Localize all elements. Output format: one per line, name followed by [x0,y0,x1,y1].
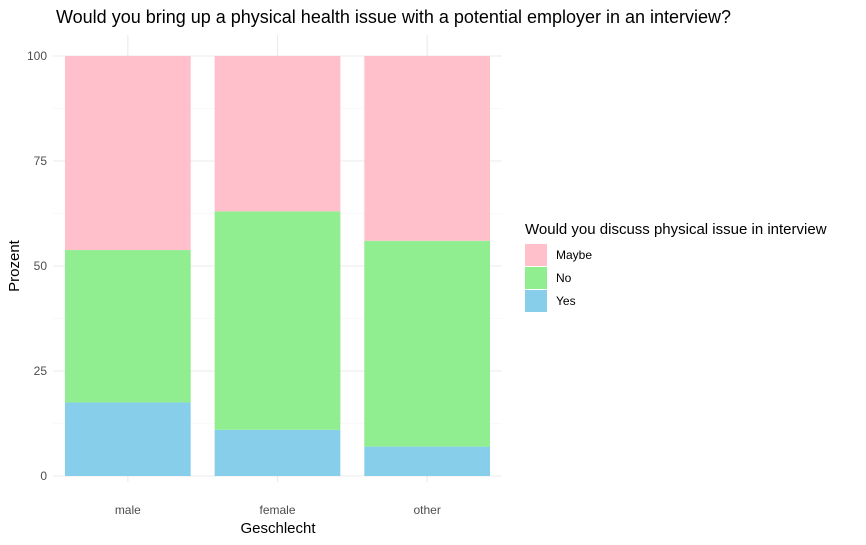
bar-male-no [64,250,191,403]
y-tick-label: 0 [40,469,47,483]
x-tick-label: other [413,503,440,517]
legend-key-no [525,267,547,289]
y-axis-ticks: 0 25 50 75 100 [27,49,47,483]
bar-other-maybe [364,56,491,241]
x-tick-label: female [259,503,295,517]
legend-label-yes: Yes [556,294,576,308]
y-tick-label: 25 [34,364,48,378]
y-tick-label: 100 [27,49,47,63]
legend-title: Would you discuss physical issue in inte… [525,221,827,238]
chart-title: Would you bring up a physical health iss… [56,7,731,27]
x-tick-label: male [115,503,141,517]
bar-female-yes [214,429,341,476]
bars [64,56,491,476]
bar-other-yes [364,446,491,476]
bar-other-no [364,240,491,447]
x-axis-title: Geschlecht [240,520,316,537]
bar-female-no [214,211,341,430]
legend-label-maybe: Maybe [556,248,592,262]
legend-label-no: No [556,271,572,285]
legend: Would you discuss physical issue in inte… [525,221,827,312]
y-tick-label: 75 [34,154,48,168]
x-axis-ticks: male female other [115,503,441,517]
y-tick-label: 50 [34,259,48,273]
y-axis-title: Prozent [6,239,23,292]
bar-male-maybe [64,56,191,251]
legend-key-yes [525,290,547,312]
legend-key-maybe [525,244,547,266]
bar-female-maybe [214,56,341,212]
bar-male-yes [64,402,191,476]
